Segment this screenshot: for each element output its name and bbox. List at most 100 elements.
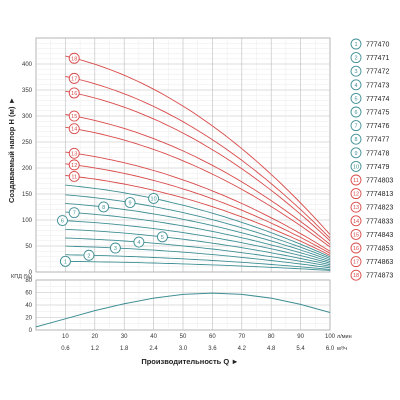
curve-marker-9: 9 — [124, 197, 136, 208]
marker-circle — [109, 242, 121, 254]
head-curve-11 — [65, 175, 331, 256]
head-curve-6 — [65, 220, 331, 264]
head-curve-14 — [65, 126, 331, 248]
legend-marker-number: 12 — [353, 192, 359, 198]
flow-tick-lpm: 70 — [238, 334, 245, 340]
legend: 1 777470 2 777471 3 777472 4 777473 5 777474 6 7774… — [350, 38, 393, 281]
head-axis-title: Создаваемый напор Н (м) ► — [7, 97, 16, 203]
legend-item-12: 12 7774813 — [350, 188, 393, 200]
curve-marker-1: 1 — [59, 255, 71, 267]
legend-marker-number: 5 — [354, 96, 357, 102]
legend-item-6: 6 777475 — [350, 106, 389, 118]
legend-item-8: 8 777477 — [350, 133, 389, 145]
legend-item-11: 11 7774803 — [350, 174, 393, 186]
legend-item-7: 7 777476 — [350, 120, 389, 132]
legend-marker — [350, 65, 362, 77]
legend-marker — [350, 188, 362, 200]
legend-label: 777475 — [366, 110, 389, 117]
legend-item-2: 2 777471 — [350, 52, 389, 64]
flow-tick-lpm: 60 — [209, 334, 216, 340]
legend-item-5: 5 777474 — [350, 92, 389, 104]
legend-marker — [350, 92, 362, 104]
head-curve-12 — [65, 163, 331, 254]
legend-label: 7774873 — [366, 273, 393, 280]
head-curve-2 — [65, 254, 331, 270]
legend-marker-number: 18 — [353, 273, 359, 279]
flow-tick-m3h: 2.4 — [149, 346, 158, 352]
marker-circle — [133, 236, 145, 248]
marker-circle — [68, 147, 80, 159]
legend-item-3: 3 777472 — [350, 65, 389, 77]
head-curve-10 — [65, 184, 331, 258]
flow-tick-m3h: 1.2 — [91, 346, 100, 352]
curve-marker-7: 7 — [68, 207, 80, 219]
marker-label: 10 — [151, 196, 157, 202]
flow-tick-m3h: 1.8 — [120, 346, 129, 352]
legend-item-18: 18 7774873 — [350, 269, 393, 281]
head-curve-7 — [65, 211, 331, 263]
x-unit-primary: л/мин — [337, 334, 352, 340]
legend-marker — [350, 242, 362, 254]
marker-label: 6 — [61, 219, 64, 225]
head-tick-label: 350 — [22, 88, 33, 94]
legend-marker — [350, 269, 362, 281]
flow-tick-lpm: 50 — [180, 334, 187, 340]
flow-tick-lpm: 40 — [150, 334, 157, 340]
legend-label: 777477 — [366, 137, 389, 144]
curve-marker-3: 3 — [109, 242, 121, 254]
marker-label: 8 — [102, 205, 105, 211]
marker-circle — [68, 159, 80, 171]
legend-marker-number: 16 — [353, 246, 359, 252]
legend-item-16: 16 7774853 — [350, 242, 393, 254]
flow-tick-lpm: 100 — [325, 334, 336, 340]
flow-x-ticks: 10 0.6 20 1.2 30 1.8 40 2.4 50 3.0 60 3.6 70 4.2 80 4.8… — [61, 334, 335, 352]
curve-marker-10: 10 — [148, 192, 160, 204]
marker-label: 4 — [137, 240, 140, 246]
marker-circle — [68, 87, 80, 99]
legend-item-4: 4 777473 — [350, 79, 389, 91]
legend-marker — [350, 201, 362, 213]
curve-marker-17: 17 — [68, 72, 80, 84]
legend-marker-number: 9 — [354, 151, 357, 157]
legend-marker-number: 6 — [354, 110, 357, 116]
head-curve-3 — [65, 245, 331, 269]
marker-circle — [68, 110, 80, 122]
flow-tick-lpm: 20 — [91, 334, 98, 340]
legend-label: 777473 — [366, 82, 389, 89]
legend-marker-number: 3 — [354, 69, 357, 75]
flow-tick-m3h: 3.0 — [179, 346, 188, 352]
head-curve-18 — [65, 55, 331, 235]
marker-circle — [98, 201, 110, 213]
flow-tick-m3h: 5.4 — [296, 346, 305, 352]
marker-circle — [68, 170, 80, 182]
flow-tick-m3h: 4.2 — [238, 346, 247, 352]
head-curve-13 — [65, 151, 331, 252]
marker-label: 18 — [71, 56, 77, 62]
marker-label: 3 — [114, 246, 117, 252]
legend-marker-number: 1 — [354, 42, 357, 48]
head-curves — [65, 55, 331, 271]
head-curve-4 — [65, 237, 331, 267]
flow-tick-m3h: 6.0 — [326, 346, 335, 352]
curve-marker-12: 12 — [68, 159, 80, 171]
legend-label: 7774853 — [366, 246, 393, 253]
head-tick-label: 200 — [22, 166, 33, 172]
flow-tick-lpm: 90 — [297, 334, 304, 340]
legend-marker-number: 2 — [354, 56, 357, 62]
head-tick-label: 0 — [29, 270, 33, 276]
legend-label: 7774803 — [366, 178, 393, 185]
marker-label: 17 — [71, 76, 77, 82]
legend-marker-number: 10 — [353, 164, 359, 170]
legend-marker — [350, 256, 362, 268]
marker-circle — [83, 249, 95, 261]
legend-marker — [350, 38, 362, 50]
legend-marker — [350, 133, 362, 145]
head-curve-16 — [65, 90, 331, 242]
legend-marker — [350, 228, 362, 240]
legend-label: 777479 — [366, 164, 389, 171]
curve-marker-16: 16 — [68, 87, 80, 99]
x-unit-secondary: м³/ч — [337, 346, 347, 352]
efficiency-line — [35, 292, 331, 328]
curve-marker-11: 11 — [68, 170, 80, 182]
head-y-ticks: 0 50 100 150 200 250 300 350 400 — [22, 62, 33, 276]
